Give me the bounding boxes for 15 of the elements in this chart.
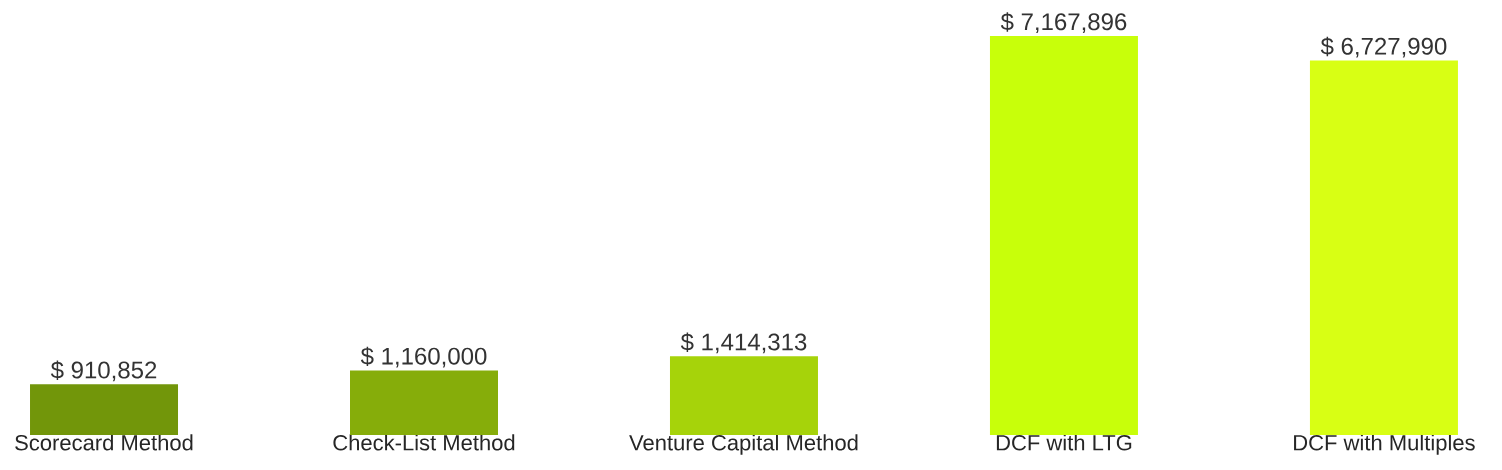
data-label: $ 6,727,990 xyxy=(1320,36,1447,58)
data-label: $ 7,167,896 xyxy=(1000,12,1127,34)
x-tick-label: Check-List Method xyxy=(333,434,515,451)
bar xyxy=(989,35,1138,435)
data-label: $ 1,414,313 xyxy=(680,332,807,354)
bar xyxy=(350,370,498,435)
bar xyxy=(1309,60,1458,435)
bar xyxy=(669,356,818,435)
x-tick-label: Scorecard Method xyxy=(15,434,193,451)
bar xyxy=(30,384,179,435)
x-tick-label: DCF with LTG xyxy=(996,434,1132,451)
x-tick-label: DCF with Multiples xyxy=(1294,434,1475,455)
data-label: $ 1,160,000 xyxy=(360,346,487,368)
data-label: $ 910,852 xyxy=(50,360,157,382)
x-tick-label: Venture Capital Method xyxy=(629,434,858,455)
